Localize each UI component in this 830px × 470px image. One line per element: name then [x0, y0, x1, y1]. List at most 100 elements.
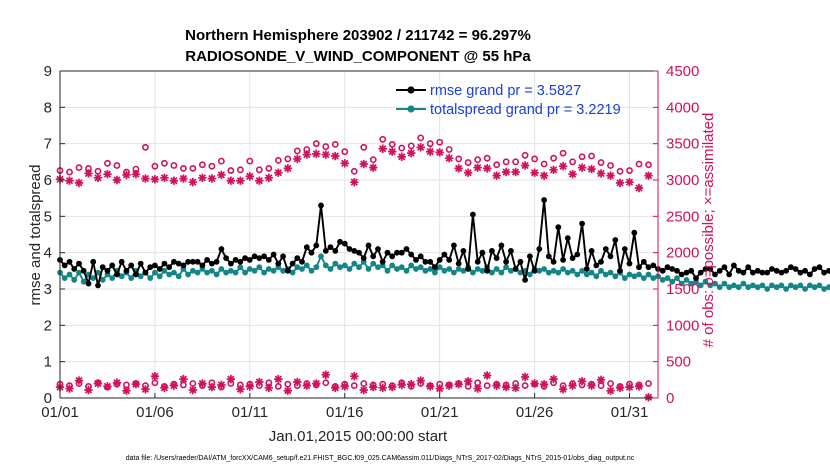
rmse-point — [104, 267, 111, 274]
obs-assimilated-low-marker — [150, 372, 160, 381]
x-tick-label: 01/31 — [611, 404, 649, 421]
spread-point — [194, 269, 201, 276]
rmse-point — [337, 238, 343, 245]
spread-point — [664, 275, 671, 281]
rmse-point — [327, 244, 334, 251]
spread-point — [607, 269, 614, 276]
rmse-point — [133, 271, 139, 278]
obs-assimilated-low-marker — [207, 382, 217, 392]
rmse-point — [470, 211, 476, 218]
y-left-tick-label: 6 — [44, 172, 52, 189]
obs-possible-low-marker — [607, 380, 614, 387]
spread-point — [185, 271, 192, 278]
rmse-point — [204, 257, 211, 263]
obs-assimilated-marker — [634, 183, 644, 193]
rmse-point — [512, 266, 519, 272]
spread-point — [190, 267, 196, 274]
rmse-point — [688, 267, 695, 274]
obs-assimilated-marker — [473, 163, 482, 172]
spread-point — [61, 275, 68, 281]
obs-assimilated-marker — [444, 154, 454, 163]
obs-assimilated-marker — [74, 178, 84, 188]
spread-point — [351, 260, 358, 267]
rmse-point — [194, 258, 201, 265]
rmse-point — [560, 257, 566, 263]
rmse-point — [356, 249, 362, 256]
obs-possible-marker — [360, 143, 368, 151]
x-tick-label: 01/21 — [421, 404, 459, 421]
rmse-point — [683, 269, 690, 276]
obs-assimilated-low-marker — [577, 377, 587, 386]
spread-point — [171, 269, 177, 276]
spread-point — [66, 271, 73, 278]
spread-point — [811, 284, 818, 291]
rmse-point — [826, 267, 830, 274]
obs-assimilated-marker — [93, 173, 103, 183]
rmse-point — [707, 266, 714, 272]
obs-assimilated-marker — [160, 173, 169, 183]
obs-possible-marker — [217, 157, 225, 165]
spread-point — [754, 284, 761, 291]
spread-point — [669, 278, 676, 285]
obs-assimilated-marker — [388, 147, 397, 156]
obs-assimilated-low-marker — [388, 382, 397, 392]
obs-possible-marker — [645, 161, 652, 169]
rmse-point — [294, 255, 301, 261]
spread-point — [308, 267, 315, 274]
spread-point — [702, 278, 709, 285]
spread-point — [322, 262, 329, 269]
rmse-point — [636, 264, 642, 271]
spread-point — [280, 267, 286, 274]
obs-possible-marker — [331, 140, 339, 148]
spread-point — [427, 266, 434, 272]
spread-point — [816, 282, 823, 289]
y-right-tick-label: 1000 — [666, 317, 699, 334]
spread-point — [541, 266, 547, 272]
obs-possible-marker — [179, 164, 187, 172]
spread-point — [745, 284, 752, 291]
spread-point — [560, 266, 566, 272]
obs-assimilated-marker — [520, 161, 530, 170]
obs-assimilated-marker — [169, 176, 179, 185]
rmse-point — [175, 260, 182, 267]
spread-point — [750, 282, 756, 289]
rmse-point — [403, 246, 410, 252]
obs-possible-marker — [493, 161, 501, 169]
obs-possible-marker — [474, 156, 482, 164]
y-right-tick-label: 4000 — [666, 99, 699, 116]
obs-assimilated-low-marker — [321, 370, 330, 379]
rmse-point — [659, 267, 666, 274]
y-right-tick-label: 4500 — [666, 63, 699, 80]
x-tick-label: 01/01 — [41, 404, 79, 421]
rmse-point — [280, 253, 286, 260]
rmse-point — [398, 249, 405, 256]
rmse-point — [322, 248, 329, 254]
rmse-point — [479, 249, 486, 256]
rmse-point — [617, 267, 623, 274]
rmse-point — [256, 255, 263, 261]
rmse-point — [341, 240, 348, 247]
spread-point — [712, 280, 718, 287]
rmse-point — [284, 267, 291, 274]
spread-point — [384, 267, 391, 274]
rmse-point — [712, 271, 718, 278]
obs-assimilated-low-marker — [217, 380, 226, 390]
obs-assimilated-low-marker — [302, 381, 311, 390]
obs-assimilated-marker — [454, 164, 463, 173]
rmse-point — [626, 260, 633, 267]
rmse-point — [446, 257, 453, 263]
obs-possible-marker — [616, 167, 624, 175]
spread-point — [223, 269, 230, 276]
rmse-point — [375, 246, 381, 252]
spread-point — [432, 269, 438, 276]
spread-point — [527, 271, 533, 278]
spread-point — [237, 264, 244, 271]
obs-markers — [55, 134, 653, 402]
spread-point — [166, 271, 173, 278]
rmse-point — [640, 258, 647, 265]
obs-assimilated-low-marker — [511, 383, 520, 393]
rmse-point — [299, 258, 305, 265]
rmse-point — [631, 229, 638, 236]
obs-assimilated-marker — [283, 164, 293, 173]
spread-point — [631, 273, 638, 280]
